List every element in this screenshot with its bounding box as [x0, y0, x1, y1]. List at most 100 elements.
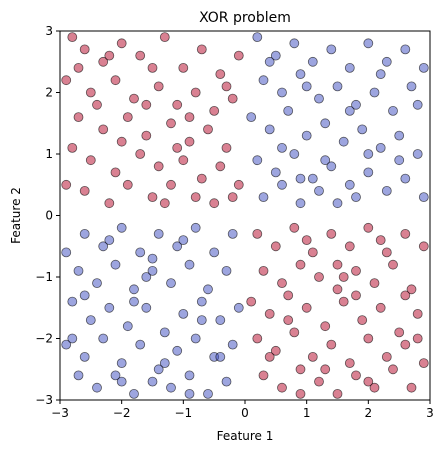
data-point: [233, 50, 244, 61]
data-point: [129, 93, 139, 104]
data-point: [270, 241, 281, 252]
y-tick-label: 2: [45, 86, 53, 100]
data-point: [159, 358, 170, 369]
data-point: [178, 155, 189, 166]
data-point: [73, 265, 84, 276]
data-point: [283, 106, 294, 116]
data-point: [61, 75, 72, 86]
data-point: [116, 358, 127, 369]
data-point: [264, 124, 275, 135]
data-point: [289, 38, 300, 49]
data-point: [203, 124, 213, 135]
data-point: [301, 235, 312, 246]
data-point: [289, 222, 300, 233]
data-point: [227, 228, 238, 239]
data-point: [400, 339, 411, 350]
data-point: [400, 44, 411, 55]
data-point: [412, 333, 423, 344]
y-tick-label: −2: [35, 332, 53, 346]
data-point: [264, 351, 275, 362]
data-point: [85, 315, 96, 326]
y-tick-label: −3: [35, 393, 53, 407]
data-point: [215, 69, 226, 79]
data-point: [301, 302, 312, 313]
data-point: [246, 112, 257, 122]
data-point: [307, 247, 318, 258]
data-point: [363, 38, 374, 49]
data-point: [369, 87, 380, 98]
data-point: [351, 192, 361, 203]
data-point: [172, 241, 183, 252]
data-point: [184, 388, 195, 399]
data-point: [357, 124, 368, 135]
data-point: [209, 106, 220, 116]
data-point: [277, 278, 287, 289]
data-point: [110, 370, 121, 381]
data-point: [92, 382, 102, 393]
data-point: [79, 290, 90, 301]
data-point: [394, 327, 405, 338]
data-point: [221, 265, 232, 276]
data-point: [381, 351, 392, 362]
data-point: [67, 333, 78, 344]
data-point: [369, 278, 380, 289]
data-point: [215, 315, 226, 326]
data-point: [172, 345, 183, 356]
data-point: [283, 315, 294, 326]
data-point: [79, 351, 90, 362]
data-point: [314, 376, 324, 387]
points-layer: [61, 32, 429, 399]
data-point: [110, 167, 121, 178]
y-tick-label: 3: [45, 24, 53, 38]
data-point: [153, 81, 164, 92]
data-point: [178, 308, 189, 319]
data-point: [375, 302, 386, 313]
data-point: [98, 241, 109, 252]
data-point: [233, 179, 244, 190]
data-point: [351, 370, 361, 381]
data-point: [159, 327, 170, 338]
data-point: [394, 155, 405, 166]
data-point: [295, 173, 306, 184]
data-point: [129, 284, 139, 295]
y-axis: −3 −2 −1 0 1 2 3: [35, 24, 60, 407]
data-point: [166, 179, 176, 190]
data-point: [147, 265, 158, 276]
data-point: [166, 118, 176, 129]
data-point: [351, 290, 361, 301]
data-point: [400, 173, 411, 184]
data-point: [122, 179, 133, 190]
data-point: [227, 339, 238, 350]
data-point: [375, 142, 386, 153]
data-point: [314, 272, 324, 282]
data-point: [258, 265, 269, 276]
data-point: [277, 382, 287, 393]
data-point: [104, 50, 115, 61]
data-point: [184, 259, 195, 270]
data-point: [104, 198, 115, 209]
x-tick-label: −1: [174, 406, 192, 420]
x-tick-label: −2: [113, 406, 131, 420]
data-point: [209, 247, 220, 258]
data-point: [252, 32, 263, 42]
data-point: [166, 278, 176, 289]
data-point: [252, 228, 263, 239]
data-point: [104, 302, 115, 313]
data-point: [332, 198, 343, 209]
data-point: [418, 241, 429, 252]
data-point: [67, 32, 78, 42]
data-point: [314, 93, 324, 104]
data-point: [400, 290, 411, 301]
data-point: [85, 87, 96, 98]
x-tick-label: 0: [241, 406, 249, 420]
data-point: [418, 358, 429, 369]
data-point: [221, 142, 232, 153]
data-point: [147, 192, 158, 203]
data-point: [264, 56, 275, 67]
data-point: [344, 179, 355, 190]
data-point: [85, 155, 96, 166]
data-point: [406, 284, 417, 295]
data-point: [258, 75, 269, 86]
data-point: [122, 321, 133, 332]
x-tick-label: 3: [426, 406, 434, 420]
